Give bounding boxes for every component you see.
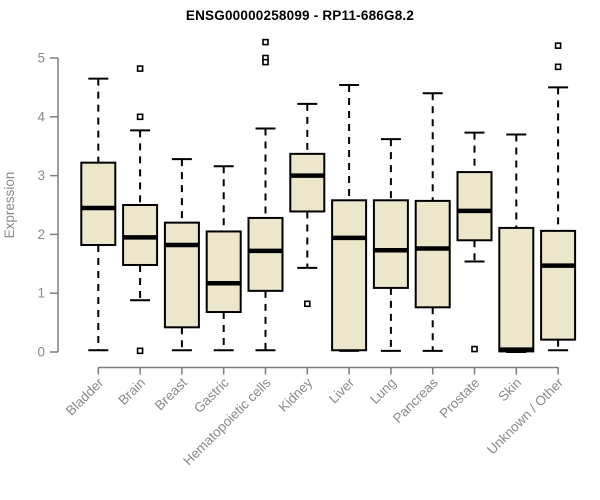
y-tick-label: 0 (37, 345, 45, 360)
boxplot-bladder (80, 77, 117, 352)
outlier-point (136, 113, 144, 121)
iqr-box (122, 204, 159, 266)
y-tick-label: 4 (37, 109, 45, 124)
x-tick-label-lung: Lung (367, 375, 399, 407)
iqr-box (540, 229, 577, 341)
y-axis-title: Expression (2, 172, 17, 239)
x-tick-label-skin: Skin (495, 375, 524, 404)
chart-title: ENSG00000258099 - RP11-686G8.2 (185, 8, 415, 23)
x-tick-label-liver: Liver (326, 375, 358, 407)
x-tick-label-gastric: Gastric (191, 375, 232, 416)
outlier-point (554, 63, 562, 71)
x-tick-label-kidney: Kidney (276, 375, 316, 415)
iqr-box (163, 221, 200, 329)
boxplot-lung (372, 138, 409, 352)
boxplot-kidney (289, 102, 326, 308)
iqr-box (247, 216, 284, 292)
x-tick-label-breast: Breast (152, 375, 190, 413)
y-tick-label: 3 (37, 168, 45, 183)
outlier-point (136, 347, 144, 355)
outlier-point (471, 345, 478, 353)
y-tick-label: 1 (37, 286, 45, 301)
boxplot-pancreas (414, 92, 451, 352)
boxplot-breast (163, 158, 200, 352)
outlier-point (262, 58, 269, 66)
y-tick-label: 5 (37, 51, 45, 66)
x-tick-label-bladder: Bladder (63, 375, 107, 419)
iqr-box (80, 161, 117, 246)
iqr-box (205, 230, 242, 314)
outlier-point (262, 38, 269, 46)
iqr-box (414, 199, 451, 309)
outlier-point (554, 42, 562, 49)
iqr-box (498, 226, 535, 353)
x-tick-label-brain: Brain (115, 375, 148, 408)
iqr-box (331, 199, 368, 352)
outlier-point (303, 300, 311, 308)
outlier-point (136, 65, 144, 72)
iqr-box (456, 171, 493, 242)
iqr-box (289, 152, 326, 213)
x-tick-label-unknown-other: Unknown / Other (484, 375, 567, 458)
boxes-layer (80, 38, 577, 355)
boxplot-brain (122, 65, 159, 355)
y-tick-label: 2 (37, 227, 45, 242)
boxplot-prostate (456, 131, 493, 353)
axes-layer: 0 1 2 3 4 5 (37, 51, 559, 375)
boxplot-skin (498, 133, 535, 353)
boxplot-unknown-other (540, 42, 577, 352)
boxplot-gastric (205, 165, 242, 352)
iqr-box (372, 199, 409, 289)
boxplot-hematopoietic-cells (247, 38, 284, 352)
x-tick-label-pancreas: Pancreas (390, 375, 441, 426)
x-tick-label-prostate: Prostate (436, 375, 482, 421)
boxplot-liver (331, 84, 368, 352)
